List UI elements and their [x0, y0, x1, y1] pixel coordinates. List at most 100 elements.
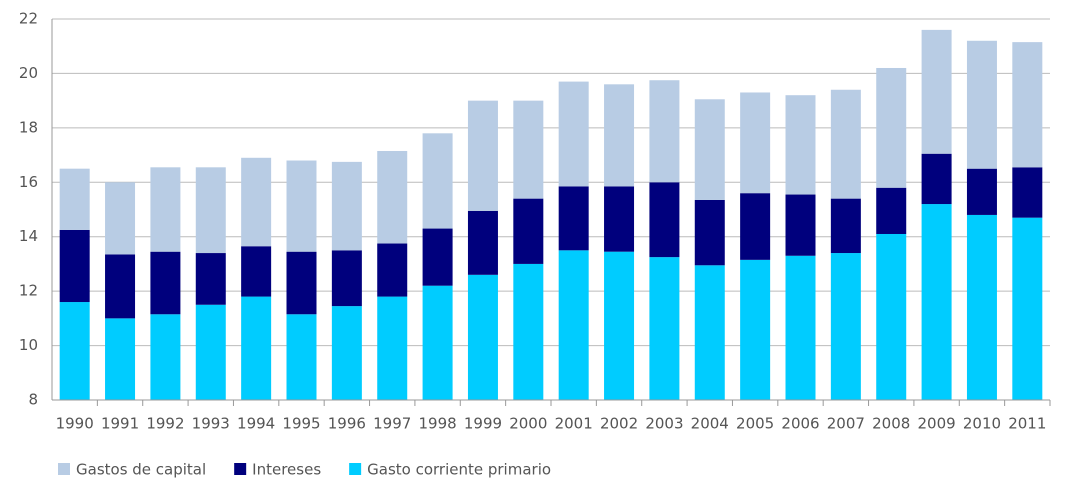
bar-segment: [286, 160, 317, 252]
x-tick-label: 1991: [101, 415, 139, 433]
x-tick-label: 2010: [963, 415, 1001, 433]
bar-segment: [558, 81, 589, 187]
bar-segment: [694, 265, 725, 400]
x-tick-label: 2001: [555, 415, 593, 433]
bar-segment: [513, 263, 544, 400]
bar-segment: [649, 80, 680, 183]
x-tick-label: 2000: [509, 415, 547, 433]
bar-segment: [467, 274, 498, 400]
x-tick-label: 2006: [781, 415, 819, 433]
bar-segment: [422, 285, 453, 400]
bar-segment: [286, 251, 317, 315]
x-tick-label: 1994: [237, 415, 275, 433]
bar-segment: [513, 198, 544, 264]
bar-segment: [377, 243, 408, 297]
x-tick-label: 2003: [645, 415, 683, 433]
bar-segment: [966, 168, 997, 215]
x-tick-label: 1990: [56, 415, 94, 433]
x-tick-label: 2008: [872, 415, 910, 433]
x-tick-label: 2007: [827, 415, 865, 433]
x-tick-label: 1999: [464, 415, 502, 433]
bar-segment: [694, 199, 725, 266]
bar-segment: [105, 182, 136, 255]
bar-segment: [830, 198, 861, 254]
bar-segment: [195, 167, 226, 254]
legend-label: Intereses: [252, 461, 321, 479]
bar-segment: [558, 250, 589, 400]
bar-segment: [377, 150, 408, 244]
bar-segment: [241, 296, 272, 400]
bar-segment: [105, 254, 136, 319]
legend-swatch: [58, 463, 70, 475]
y-tick-label: 22: [19, 10, 38, 28]
bar-segment: [59, 229, 90, 303]
bar-segment: [921, 204, 952, 400]
bar-segment: [467, 100, 498, 211]
x-tick-label: 1997: [373, 415, 411, 433]
bar-segment: [966, 214, 997, 400]
y-tick-label: 10: [19, 336, 38, 354]
bar-segment: [830, 253, 861, 400]
bar-segment: [649, 182, 680, 258]
bar-segment: [59, 302, 90, 400]
bar-segment: [195, 253, 226, 305]
bar-segment: [921, 29, 952, 154]
bar-segment: [966, 40, 997, 169]
bar-segment: [604, 186, 635, 252]
y-tick-label: 12: [19, 282, 38, 300]
bar-segment: [195, 304, 226, 400]
x-tick-label: 1996: [328, 415, 366, 433]
bar-segment: [150, 314, 181, 400]
legend-swatch: [349, 463, 362, 475]
bar-segment: [422, 228, 453, 286]
bar-segment: [785, 255, 816, 400]
legend-swatch: [234, 463, 247, 475]
y-tick-label: 8: [28, 391, 38, 409]
bar-segment: [1012, 167, 1043, 218]
bar-segment: [331, 306, 362, 400]
y-tick-label: 18: [19, 118, 38, 136]
x-tick-label: 2011: [1008, 415, 1046, 433]
bar-segment: [604, 251, 635, 400]
bar-segment: [59, 168, 90, 230]
x-tick-label: 2005: [736, 415, 774, 433]
x-tick-label: 2002: [600, 415, 638, 433]
bar-segment: [740, 193, 771, 260]
bar-segment: [649, 257, 680, 400]
bar-segment: [830, 89, 861, 199]
bar-segment: [241, 246, 272, 297]
bar-segment: [1012, 42, 1043, 168]
bar-segment: [331, 250, 362, 307]
bar-segment: [422, 133, 453, 229]
bar-segment: [377, 296, 408, 400]
x-tick-label: 1992: [146, 415, 184, 433]
bar-segment: [331, 161, 362, 251]
legend-label: Gastos de capital: [76, 461, 206, 479]
bar-segment: [558, 186, 589, 251]
bar-segment: [1012, 217, 1043, 400]
bar-segment: [604, 84, 635, 187]
bar-segment: [150, 167, 181, 252]
y-tick-label: 16: [19, 173, 38, 191]
x-tick-label: 1998: [418, 415, 456, 433]
x-tick-label: 2009: [917, 415, 955, 433]
bar-segment: [876, 187, 907, 234]
bar-segment: [785, 194, 816, 256]
bar-segment: [513, 100, 544, 199]
y-tick-label: 14: [19, 227, 38, 245]
bar-segment: [467, 210, 498, 275]
y-tick-label: 20: [19, 64, 38, 82]
bar-segment: [740, 259, 771, 400]
legend-label: Gasto corriente primario: [367, 461, 551, 479]
x-tick-label: 1993: [192, 415, 230, 433]
bar-segment: [876, 67, 907, 188]
bar-segment: [876, 233, 907, 400]
bar-segment: [105, 318, 136, 400]
bar-segment: [150, 251, 181, 315]
bar-segment: [286, 314, 317, 400]
bar-segment: [740, 92, 771, 194]
bar-segment: [241, 157, 272, 247]
bar-segment: [785, 95, 816, 195]
bar-segment: [694, 99, 725, 200]
